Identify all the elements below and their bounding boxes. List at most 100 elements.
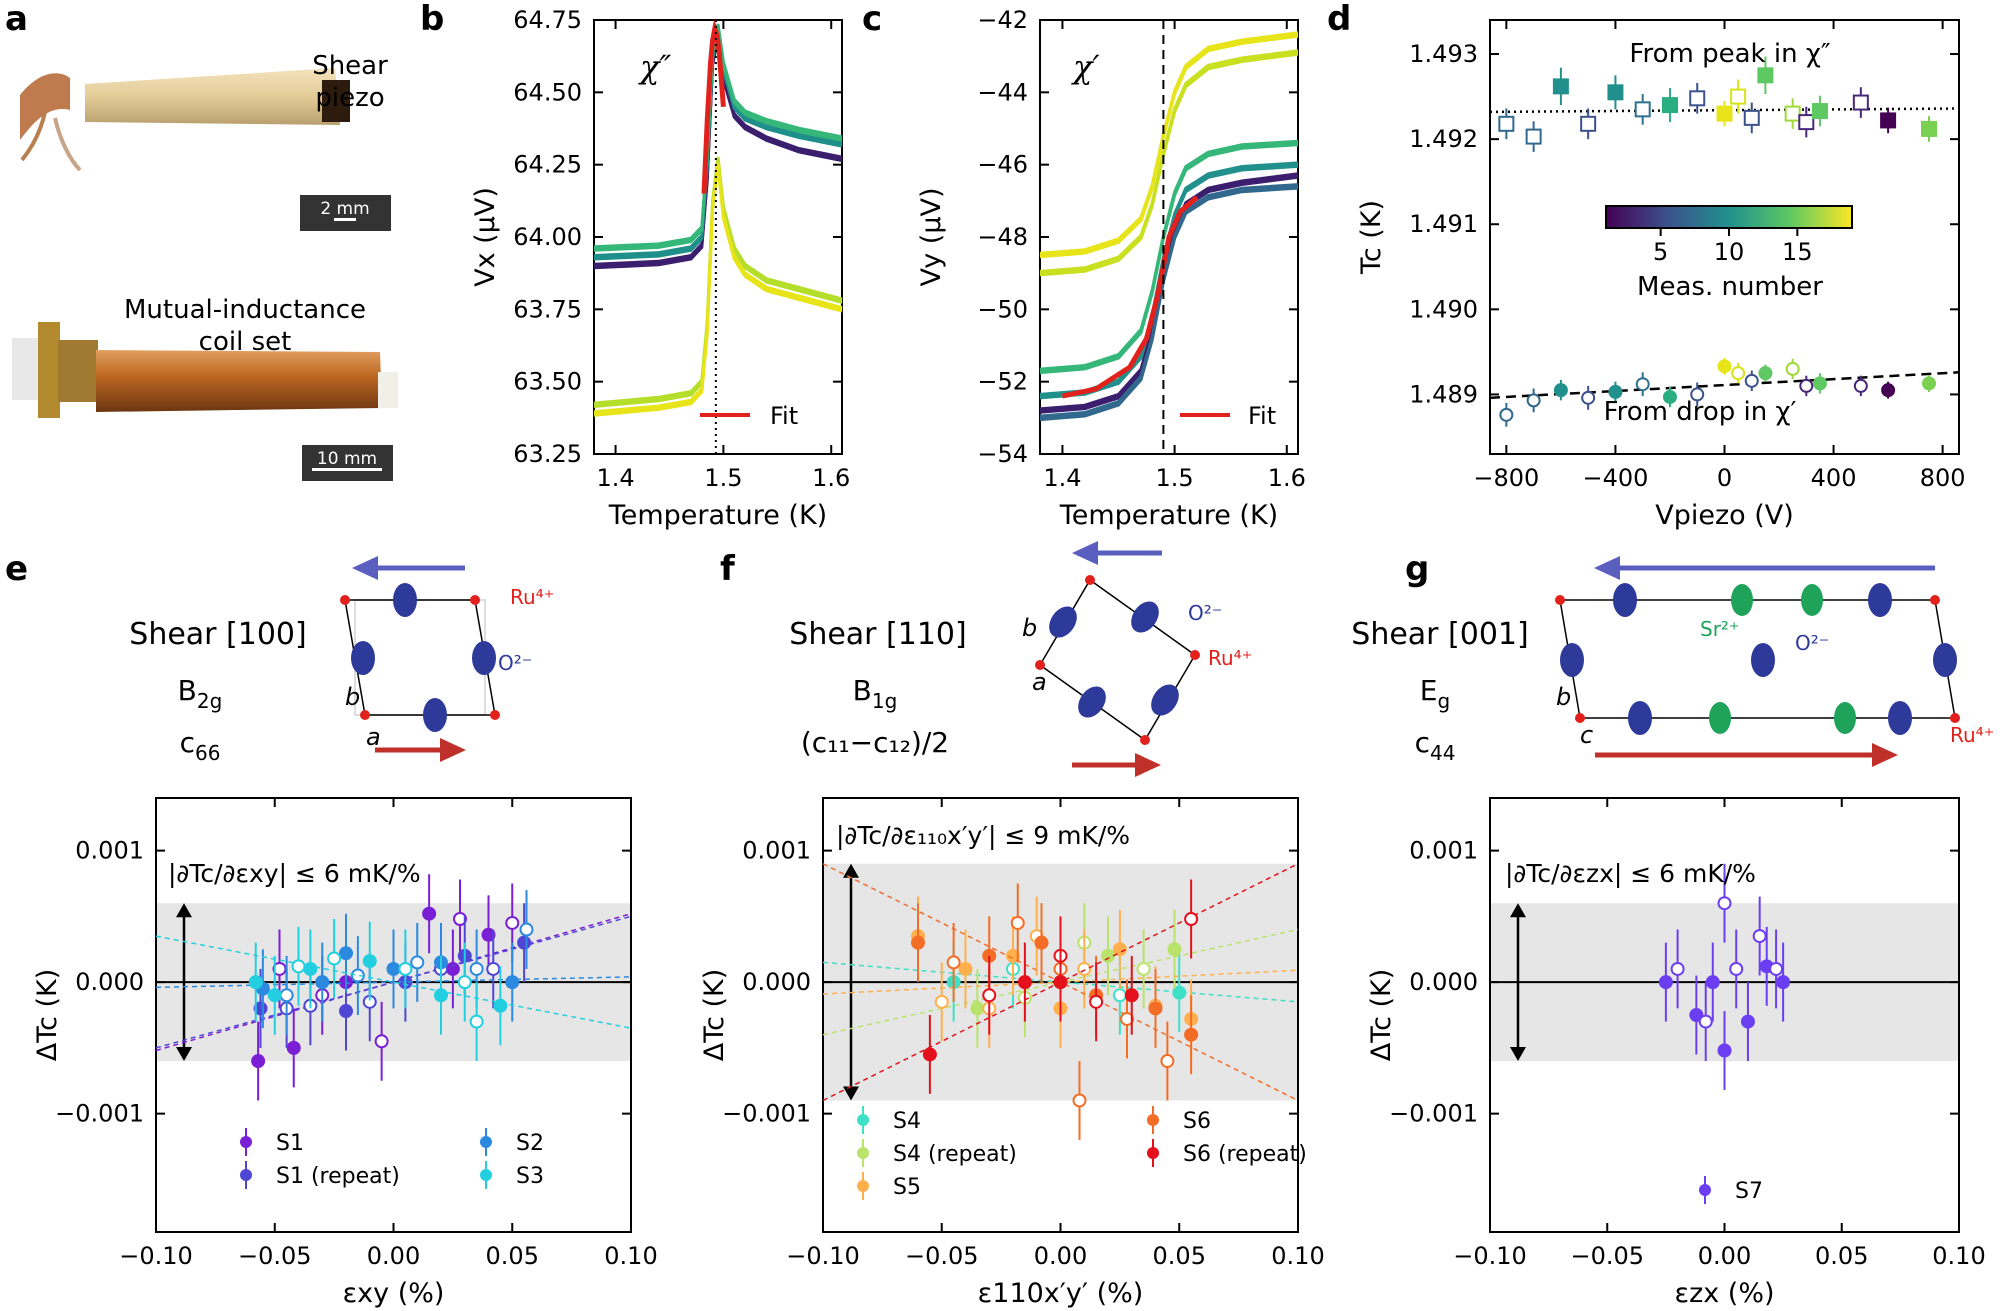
series-line-meas-teal	[1039, 163, 1299, 398]
g-oxygen-4	[1751, 643, 1775, 677]
g-oxygen-5	[1933, 643, 1957, 677]
data-point-S6 (repeat)	[1053, 975, 1068, 990]
scale-bar-bottom	[312, 468, 382, 471]
panel-e-label: e	[5, 549, 28, 589]
f-title: Shear [110]	[789, 617, 966, 652]
e-top-arrowhead	[352, 556, 378, 580]
drop-annotation: From drop in χ′	[1604, 397, 1797, 427]
y-tick-label: 1.489	[1409, 380, 1478, 408]
data-point-S7	[1698, 1014, 1713, 1029]
g-sr-1	[1731, 584, 1753, 616]
data-point-S3	[469, 1014, 484, 1029]
peak-point	[1525, 128, 1542, 145]
peak-point	[1811, 103, 1828, 120]
y-tick-label: 0.001	[75, 837, 144, 865]
peak-point	[1661, 97, 1678, 114]
data-point-S6 (repeat)	[982, 988, 997, 1003]
e-ru-label: Ru⁴⁺	[510, 585, 554, 609]
scale-label-bottom: 10 mm	[317, 449, 377, 469]
data-point-S7	[1658, 975, 1673, 990]
y-axis-label: ΔTc (K)	[32, 969, 63, 1062]
bound-arrowhead-top	[1510, 903, 1526, 918]
series-line-meas-lime	[593, 160, 843, 408]
data-point-S7	[1670, 961, 1685, 976]
bound-arrowhead-bottom	[843, 1086, 859, 1101]
data-point-S6	[1184, 1027, 1199, 1042]
data-point-S1	[445, 961, 460, 976]
legend-label: S4 (repeat)	[893, 1142, 1017, 1167]
legend-marker	[1699, 1184, 1711, 1196]
f-bound: |∂Tc/∂ε₁₁₀x′y′| ≤ 9 mK/%	[836, 821, 1130, 850]
g-o-label: O²⁻	[1795, 631, 1829, 655]
f-oxygen-1	[1131, 601, 1159, 633]
series-line-meas-lime	[593, 158, 843, 407]
g-oxygen-2	[1868, 583, 1892, 617]
y-tick-label: −54	[977, 440, 1028, 468]
y-tick-label: −50	[977, 295, 1028, 323]
legend-marker	[240, 1169, 252, 1181]
legend-label: S4	[893, 1109, 921, 1134]
legend-label: S7	[1735, 1179, 1763, 1204]
y-tick-label: 0.000	[742, 968, 811, 996]
peak-point	[1716, 105, 1733, 122]
f-ru-1	[1085, 575, 1095, 585]
drop-point	[1744, 373, 1759, 388]
series-line-meas-green	[593, 23, 843, 249]
data-point-S1	[272, 961, 287, 976]
data-point-S1	[422, 906, 437, 921]
coil-winding	[96, 350, 382, 412]
x-tick-label: 800	[1920, 464, 1966, 492]
plot-frame	[593, 19, 843, 455]
drop-point	[1662, 389, 1677, 404]
g-const: c44	[1415, 726, 1456, 765]
bound-arrowhead-top	[843, 863, 859, 878]
data-point-S7	[1729, 961, 1744, 976]
peak-point	[1634, 101, 1651, 118]
peak-point	[1498, 115, 1515, 132]
f-oxygen-4	[1049, 606, 1077, 638]
x-tick-label: −800	[1473, 464, 1539, 492]
data-point-S3	[457, 975, 472, 990]
wire-lead	[53, 117, 82, 172]
x-tick-label: −0.05	[238, 1242, 312, 1270]
e-const: c66	[180, 726, 221, 765]
g-oxygen-7	[1888, 701, 1912, 735]
data-point-S1	[251, 1054, 266, 1069]
piezo-body	[85, 68, 340, 125]
x-axis-label: εzx (%)	[1674, 1278, 1774, 1309]
fit-legend-label-b: Fit	[770, 402, 798, 430]
y-tick-label: 64.00	[513, 223, 582, 251]
data-point-S1	[286, 1040, 301, 1055]
g-oxygen-1	[1613, 583, 1637, 617]
scale-label-top: 2 mm	[320, 199, 369, 219]
data-point-S7	[1769, 961, 1784, 976]
g-sr-label: Sr²⁺	[1700, 617, 1740, 641]
chi-double-prime-label: χ″	[638, 48, 671, 86]
e-o-label: O²⁻	[498, 651, 532, 675]
g-ru-3	[1575, 713, 1585, 723]
data-point-S4 (repeat)	[1136, 961, 1151, 976]
x-tick-label: −0.05	[905, 1242, 979, 1270]
bound-arrowhead-top	[176, 903, 192, 918]
data-point-S3	[493, 998, 508, 1013]
x-axis-label: Temperature (K)	[608, 500, 827, 531]
data-point-S3	[398, 961, 413, 976]
g-sr-2	[1801, 584, 1823, 616]
legend-marker	[857, 1180, 869, 1192]
f-o-label: O²⁻	[1188, 601, 1222, 625]
data-point-S3	[303, 961, 318, 976]
y-tick-label: −0.001	[55, 1100, 144, 1128]
data-point-S7	[1776, 975, 1791, 990]
y-axis-label: ΔTc (K)	[699, 969, 730, 1062]
legend-label: S5	[893, 1175, 921, 1200]
e-oxygen-2	[423, 698, 447, 732]
data-point-S2	[469, 961, 484, 976]
y-tick-label: 0.000	[75, 968, 144, 996]
chart-d: −800 −400 0 400 800 1.489 1.490 1.491 1.492 1.493…	[1356, 19, 1966, 531]
data-point-S6 (repeat)	[1089, 994, 1104, 1009]
piezo-caption-1: Shear	[312, 51, 388, 81]
peak-point	[1921, 120, 1938, 137]
e-axis-a: a	[366, 723, 381, 751]
data-point-S7	[1752, 929, 1767, 944]
f-bottom-arrowhead	[1135, 753, 1161, 777]
